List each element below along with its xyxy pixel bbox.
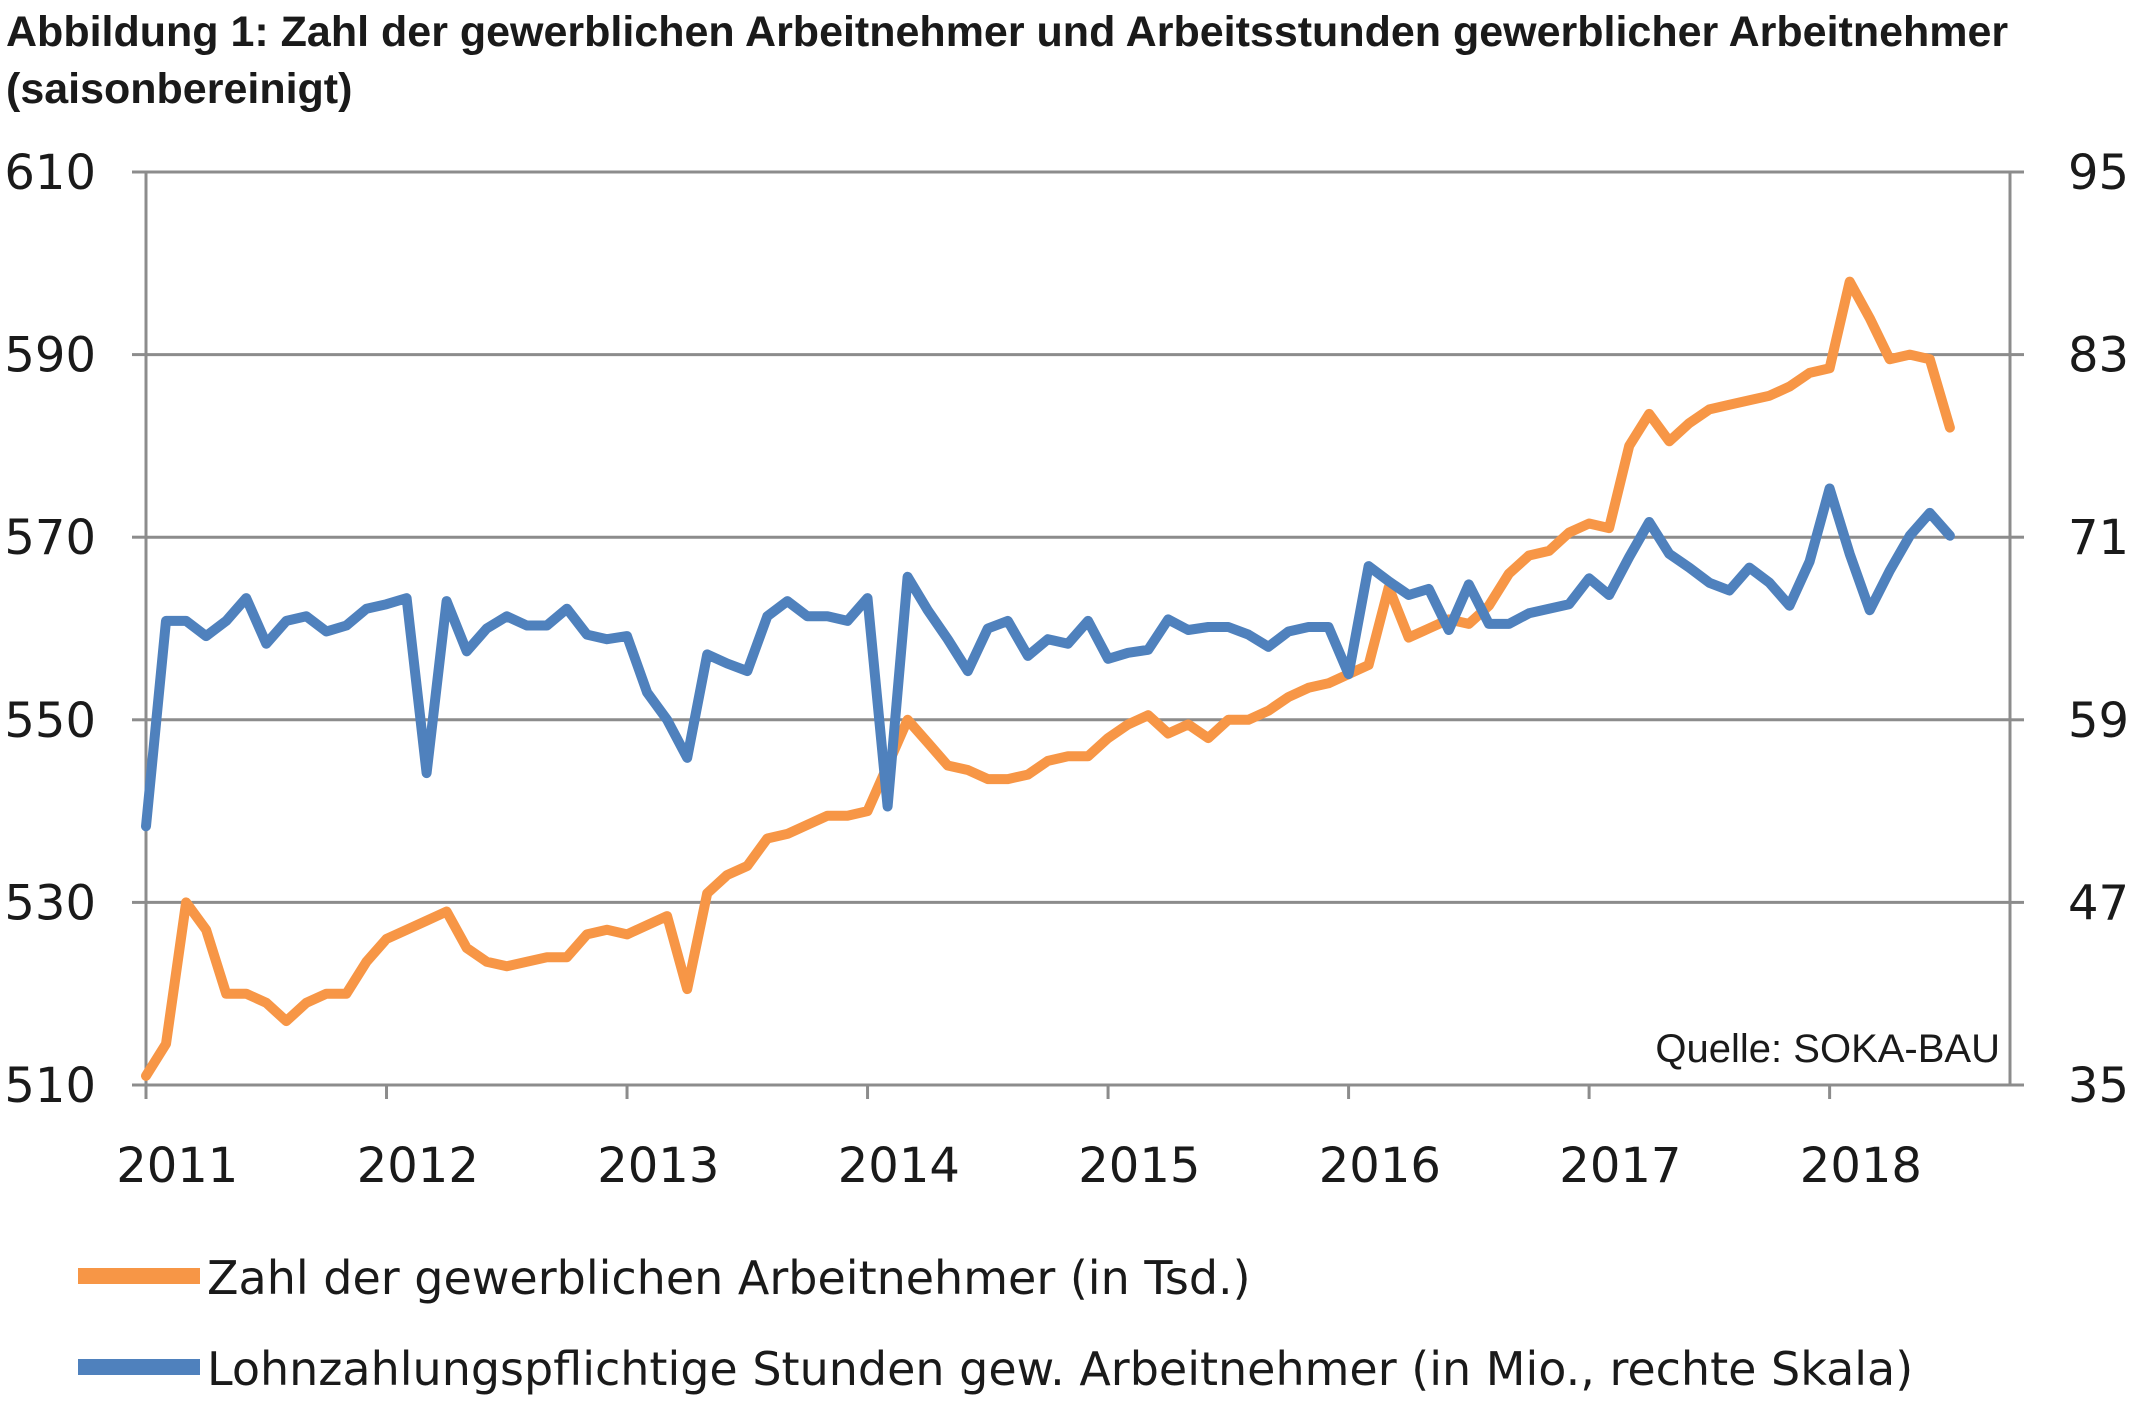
chart-title: Abbildung 1: Zahl der gewerblichen Arbei…: [6, 8, 2009, 113]
left-axis-tick-label: 570: [4, 510, 96, 566]
x-axis-tick-label: 2013: [597, 1138, 719, 1194]
right-axis-tick-label: 35: [2068, 1058, 2129, 1114]
axes: [132, 170, 2024, 1099]
x-axis-tick-label: 2012: [357, 1138, 479, 1194]
legend-label-hours: Lohnzahlungspflichtige Stunden gew. Arbe…: [207, 1342, 1913, 1396]
left-axis-tick-label: 530: [4, 875, 96, 931]
right-axis-tick-label: 83: [2068, 328, 2129, 384]
x-axis-tick-label: 2017: [1559, 1138, 1681, 1194]
right-axis-tick-label: 95: [2068, 145, 2129, 201]
left-axis-tick-label: 610: [4, 145, 96, 201]
legend-label-employees: Zahl der gewerblichen Arbeitnehmer (in T…: [207, 1251, 1251, 1305]
source-label: Quelle: SOKA-BAU: [1655, 1027, 2000, 1071]
right-axis-tick-labels: 35 47 59 71 83 95: [2068, 145, 2129, 1114]
right-axis-tick-label: 71: [2068, 510, 2129, 566]
x-axis-tick-label: 2016: [1319, 1138, 1441, 1194]
left-axis-tick-label: 510: [4, 1058, 96, 1114]
x-axis-tick-label: 2015: [1078, 1138, 1200, 1194]
left-axis-tick-label: 590: [4, 328, 96, 384]
series-line-hours: [141, 483, 1955, 832]
x-axis-tick-label: 2014: [838, 1138, 960, 1194]
legend: Zahl der gewerblichen Arbeitnehmer (in T…: [78, 1251, 1913, 1396]
right-axis-tick-label: 59: [2068, 693, 2129, 749]
x-axis-tick-label: 2018: [1800, 1138, 1922, 1194]
series-line-employees: [141, 276, 1955, 1081]
right-axis-tick-label: 47: [2068, 875, 2129, 931]
left-axis-tick-labels: 510 530 550 570 590 610: [4, 145, 96, 1114]
series-lines: [141, 276, 1955, 1081]
x-axis-tick-labels: 2011 2012 2013 2014 2015 2016 2017 2018: [116, 1138, 1922, 1194]
x-axis-tick-label: 2011: [116, 1138, 238, 1194]
left-axis-tick-label: 550: [4, 693, 96, 749]
